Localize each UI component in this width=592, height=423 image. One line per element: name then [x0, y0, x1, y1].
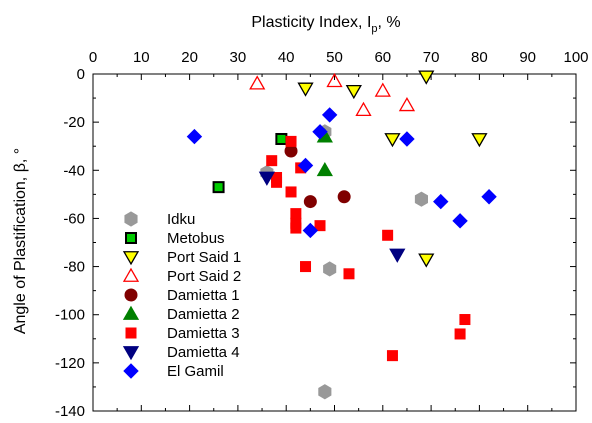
data-point — [321, 107, 338, 123]
data-point — [297, 82, 314, 97]
data-point — [345, 84, 362, 100]
data-point — [290, 222, 302, 234]
y-tick-label: -80 — [63, 259, 85, 276]
legend-marker — [124, 288, 138, 302]
legend-marker — [123, 363, 139, 379]
plot-frame — [92, 73, 577, 412]
legend-label: Port Said 1 — [167, 249, 241, 266]
x-tick-label: 0 — [89, 49, 97, 66]
data-point — [275, 132, 288, 145]
data-point — [266, 155, 278, 167]
data-point — [384, 133, 401, 148]
y-tick-label: -40 — [63, 162, 85, 179]
data-point — [271, 176, 283, 188]
data-point — [326, 72, 343, 88]
data-point — [389, 248, 406, 263]
y-tick-label: -140 — [55, 403, 85, 420]
data-point — [337, 190, 351, 204]
legend-marker — [122, 251, 140, 266]
data-point — [433, 193, 449, 210]
legend-label: Damietta 2 — [167, 306, 240, 323]
data-point — [418, 70, 435, 85]
y-tick-labels: 0 -20 -40 -60 -80 -100 -120 -140 — [55, 66, 85, 420]
x-axis-label-unit: , % — [378, 14, 401, 31]
data-point — [398, 96, 416, 112]
data-point — [481, 189, 497, 205]
legend-marker — [122, 267, 140, 282]
x-axis-label: Plasticity Index, I — [251, 14, 371, 31]
axis-ticks — [92, 73, 577, 412]
x-tick-label: 90 — [519, 49, 536, 66]
x-tick-label: 10 — [133, 49, 150, 66]
data-point — [258, 171, 276, 186]
legend-marker — [125, 327, 137, 339]
data-point — [290, 208, 302, 220]
data-point — [418, 253, 435, 268]
x-tick-label: 50 — [326, 49, 343, 66]
data-point — [374, 82, 391, 97]
legend-label: Metobus — [167, 230, 225, 247]
x-tick-label: 70 — [423, 49, 440, 66]
legend-marker — [125, 232, 137, 244]
data-point — [302, 222, 319, 239]
y-tick-label: -100 — [55, 307, 85, 324]
data-point — [186, 128, 203, 145]
legend-marker — [122, 305, 140, 320]
x-tick-label: 100 — [563, 49, 588, 66]
y-tick-label: -60 — [63, 210, 85, 227]
data-point — [249, 75, 266, 90]
x-axis-title: Plasticity Index, Ip, % — [251, 14, 400, 35]
legend: Idku Metobus Port Said 1 Port Said 2 Damiett… — [122, 211, 241, 380]
y-tick-label: 0 — [77, 66, 85, 83]
legend-label: Idku — [167, 211, 195, 228]
data-point — [300, 261, 312, 273]
legend-marker — [122, 346, 140, 361]
data-point — [414, 191, 428, 207]
y-tick-label: -120 — [55, 355, 85, 372]
data-point — [454, 328, 466, 340]
x-tick-label: 60 — [374, 49, 391, 66]
data-point — [312, 124, 328, 140]
data-points — [186, 70, 497, 400]
legend-label: Port Said 2 — [167, 268, 241, 285]
data-point — [316, 161, 333, 177]
data-point — [314, 220, 326, 232]
data-point — [382, 229, 394, 241]
legend-label: Damietta 1 — [167, 287, 240, 304]
data-point — [343, 268, 355, 280]
legend-marker — [124, 211, 138, 227]
data-point — [399, 131, 415, 147]
data-point — [471, 133, 488, 148]
x-tick-label: 30 — [230, 49, 247, 66]
data-point — [303, 195, 317, 209]
x-axis-label-subscript: p — [371, 23, 377, 35]
data-point — [285, 135, 297, 147]
data-point — [386, 350, 398, 362]
data-point — [323, 261, 337, 277]
x-tick-label: 20 — [181, 49, 198, 66]
legend-label: Damietta 3 — [167, 325, 240, 342]
data-point — [285, 186, 297, 198]
legend-label: Damietta 4 — [167, 344, 240, 361]
y-axis-label: Angle of Plastification, β, ° — [12, 148, 29, 334]
svg-text:Plasticity Index, Ip, %: Plasticity Index, Ip, % — [251, 14, 400, 35]
data-point — [459, 314, 471, 326]
data-point — [355, 101, 372, 117]
data-point — [452, 213, 468, 229]
x-tick-label: 80 — [471, 49, 488, 66]
data-point — [318, 384, 332, 400]
x-tick-labels: 0 10 20 30 40 50 60 70 80 90 100 — [89, 49, 589, 66]
data-point — [297, 157, 314, 174]
y-tick-label: -20 — [63, 114, 85, 131]
data-point — [212, 181, 225, 194]
legend-label: El Gamil — [167, 363, 224, 380]
x-tick-label: 40 — [278, 49, 295, 66]
